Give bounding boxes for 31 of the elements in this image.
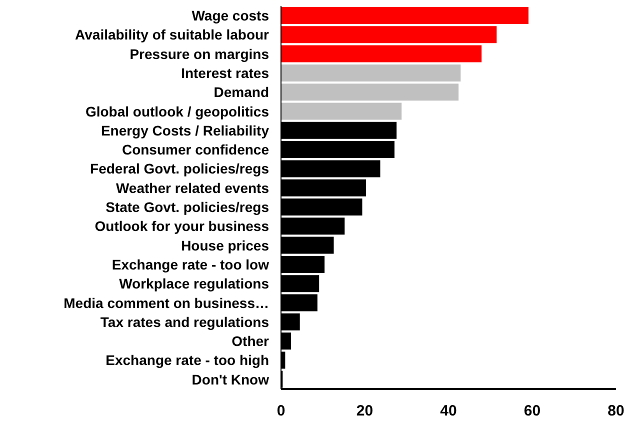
y-tick-label: Media comment on business… (64, 294, 269, 311)
y-tick-label: Energy Costs / Reliability (100, 122, 270, 138)
y-tick-label: Exchange rate - too low (112, 256, 270, 272)
x-tick-label: 20 (356, 402, 374, 420)
y-tick-label: Availability of suitable labour (75, 26, 270, 43)
y-tick-label: Wage costs (192, 8, 270, 24)
y-tick-label: Don't Know (192, 371, 270, 388)
bar (281, 102, 402, 120)
y-tick-label: Exchange rate - too high (106, 352, 269, 368)
y-tick-label: House prices (181, 237, 270, 254)
x-tick-label: 60 (524, 402, 541, 420)
bar (281, 7, 528, 24)
y-tick-label: Workplace regulations (119, 276, 270, 292)
y-tick-label: Demand (214, 84, 269, 100)
y-tick-label: Global outlook / geopolitics (85, 103, 270, 120)
y-tick-label: Interest rates (181, 64, 270, 81)
y-tick-label: Tax rates and regulations (100, 314, 270, 330)
y-tick-label: Consumer confidence (122, 142, 270, 158)
bar (281, 26, 497, 44)
y-tick-label: Pressure on margins (130, 46, 270, 62)
x-tick-label: 80 (608, 402, 624, 420)
bar (281, 64, 461, 82)
y-tick-label: State Govt. policies/regs (106, 199, 270, 216)
x-tick-label: 0 (276, 402, 286, 420)
y-tick-label: Other (232, 333, 270, 350)
y-tick-label: Outlook for your business (94, 218, 270, 234)
x-tick-label: 40 (440, 402, 457, 420)
bar (281, 84, 459, 101)
y-tick-label: Federal Govt. policies/regs (90, 160, 270, 177)
bar (281, 45, 482, 62)
y-tick-label: Weather related events (116, 180, 270, 196)
